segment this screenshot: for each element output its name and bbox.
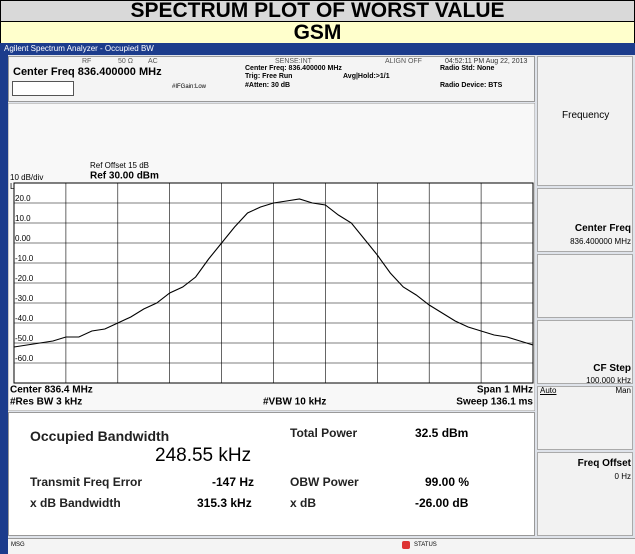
datetime: 04:52:11 PM Aug 22, 2013 (445, 58, 528, 65)
total-power-label: Total Power (290, 426, 358, 440)
y-tick-label: 10.0 (15, 214, 31, 223)
xdb-bw-value: 315.3 kHz (197, 496, 252, 510)
softkey-label: Freq Offset (577, 458, 631, 469)
radio-std: Radio Std: None (440, 65, 495, 72)
softkey-value: 0 Hz (614, 472, 631, 481)
softkey-menu-title: Frequency (562, 110, 610, 121)
xdb-bw-label: x dB Bandwidth (30, 496, 121, 510)
y-tick-label: -10.0 (15, 254, 34, 263)
header-subtitle: GSM (0, 21, 635, 44)
y-tick-label: -30.0 (15, 294, 34, 303)
softkey-value: 100.000 kHz (586, 376, 631, 385)
softkey-cf-step[interactable] (537, 386, 633, 450)
plot-panel: 10 dB/div Log Ref Offset 15 dB Ref 30.00… (8, 103, 535, 411)
xdb-label: x dB (290, 496, 317, 510)
center-freq: Center Freq 836.400000 MHz (13, 66, 162, 78)
setting-avg: Avg|Hold:>1/1 (343, 73, 390, 80)
xdb-value: -26.00 dB (415, 496, 469, 510)
y-tick-label: -60.0 (15, 354, 34, 363)
status-panel (8, 56, 535, 102)
status-icon (402, 541, 410, 549)
sense: SENSE:INT (275, 58, 312, 65)
vbw: #VBW 10 kHz (263, 397, 326, 408)
softkey-label: CF Step (593, 363, 631, 374)
span: Span 1 MHz (477, 385, 533, 396)
ref-level: Ref 30.00 dBm (90, 171, 159, 182)
setting-trig: Trig: Free Run (245, 73, 293, 80)
scale: 10 dB/div (10, 173, 43, 182)
softkey-blank (537, 254, 633, 318)
spectrum-trace (13, 198, 534, 348)
y-tick-label: 20.0 (15, 194, 31, 203)
obw-power-value: 99.00 % (425, 475, 470, 489)
tx-error-label: Transmit Freq Error (30, 475, 143, 489)
input-box (12, 81, 74, 96)
rf: RF (82, 58, 92, 65)
coupling: AC (148, 58, 158, 65)
footer-bar (8, 538, 635, 554)
obw-label: Occupied Bandwidth (30, 428, 170, 444)
softkey-freq-offset[interactable] (537, 452, 633, 536)
setting-center: Center Freq: 836.400000 MHz (245, 65, 342, 72)
softkey-center-freq[interactable] (537, 188, 633, 252)
softkey-man: Man (615, 386, 631, 395)
total-power-value: 32.5 dBm (415, 426, 469, 440)
sweep: Sweep 136.1 ms (456, 397, 533, 408)
ref-offset: Ref Offset 15 dB (90, 161, 149, 170)
softkey-value: 836.400000 MHz (570, 237, 631, 246)
y-tick-label: -40.0 (15, 314, 34, 323)
radio-device: Radio Device: BTS (440, 82, 503, 89)
obw-value: 248.55 kHz (155, 445, 252, 466)
results-panel (8, 412, 535, 536)
setting-atten: #Atten: 30 dB (245, 82, 291, 89)
softkey-auto: Auto (540, 386, 557, 395)
obw-power-label: OBW Power (290, 475, 359, 489)
res-bw: #Res BW 3 kHz (10, 397, 82, 408)
y-tick-label: -50.0 (15, 334, 34, 343)
y-tick-label: -20.0 (15, 274, 34, 283)
msg: MSG (11, 542, 25, 548)
window-title: Agilent Spectrum Analyzer - Occupied BW (0, 43, 635, 55)
softkey-menu (537, 56, 633, 186)
center: Center 836.4 MHz (10, 385, 93, 396)
status: STATUS (414, 542, 437, 548)
align: ALIGN OFF (385, 58, 422, 65)
y-tick-label: 0.00 (15, 234, 31, 243)
header-title: SPECTRUM PLOT OF WORST VALUE (0, 0, 635, 22)
softkey-blank (537, 320, 633, 384)
setting-ifgain: #IFGain:Low (172, 84, 207, 90)
impedance: 50 Ω (118, 58, 133, 65)
softkey-label: Center Freq (574, 223, 631, 234)
tx-error-value: -147 Hz (212, 475, 255, 489)
